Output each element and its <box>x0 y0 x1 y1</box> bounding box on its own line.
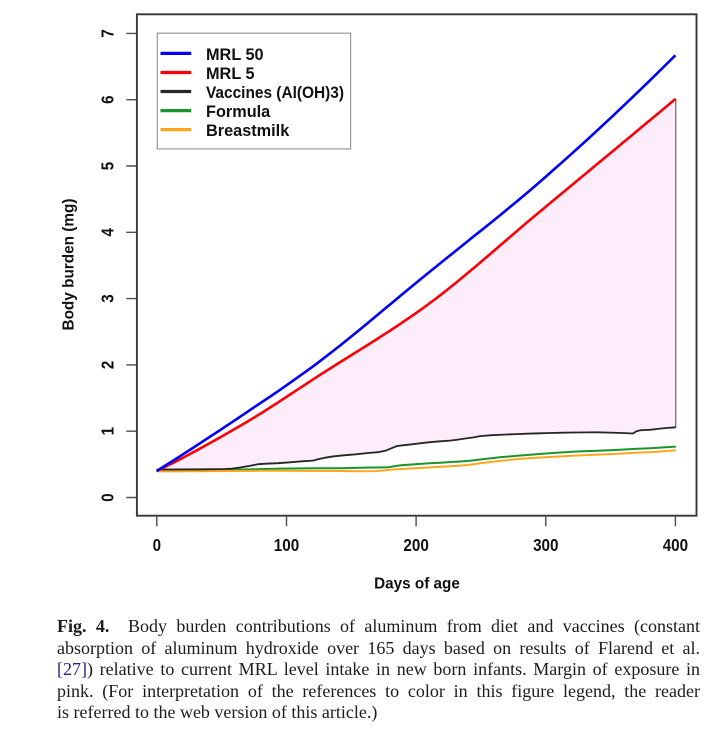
svg-text:3: 3 <box>98 294 118 303</box>
svg-text:1: 1 <box>98 427 118 436</box>
svg-text:MRL 5: MRL 5 <box>206 65 255 83</box>
svg-text:7: 7 <box>98 29 118 37</box>
svg-text:MRL 50: MRL 50 <box>206 46 264 64</box>
svg-text:Breastmilk: Breastmilk <box>206 122 290 140</box>
svg-text:400: 400 <box>663 535 689 555</box>
svg-text:0: 0 <box>153 535 162 555</box>
svg-text:100: 100 <box>274 535 300 555</box>
svg-text:Formula: Formula <box>206 103 271 121</box>
svg-text:200: 200 <box>403 535 429 555</box>
svg-text:0: 0 <box>98 493 118 502</box>
svg-text:300: 300 <box>533 535 559 555</box>
svg-text:Vaccines (Al(OH)3): Vaccines (Al(OH)3) <box>206 84 344 102</box>
svg-text:2: 2 <box>98 360 118 369</box>
svg-text:5: 5 <box>98 162 118 171</box>
svg-text:Days of age: Days of age <box>374 575 460 592</box>
svg-text:6: 6 <box>98 95 118 104</box>
svg-text:4: 4 <box>98 228 118 237</box>
svg-text:Body burden (mg): Body burden (mg) <box>61 199 78 331</box>
